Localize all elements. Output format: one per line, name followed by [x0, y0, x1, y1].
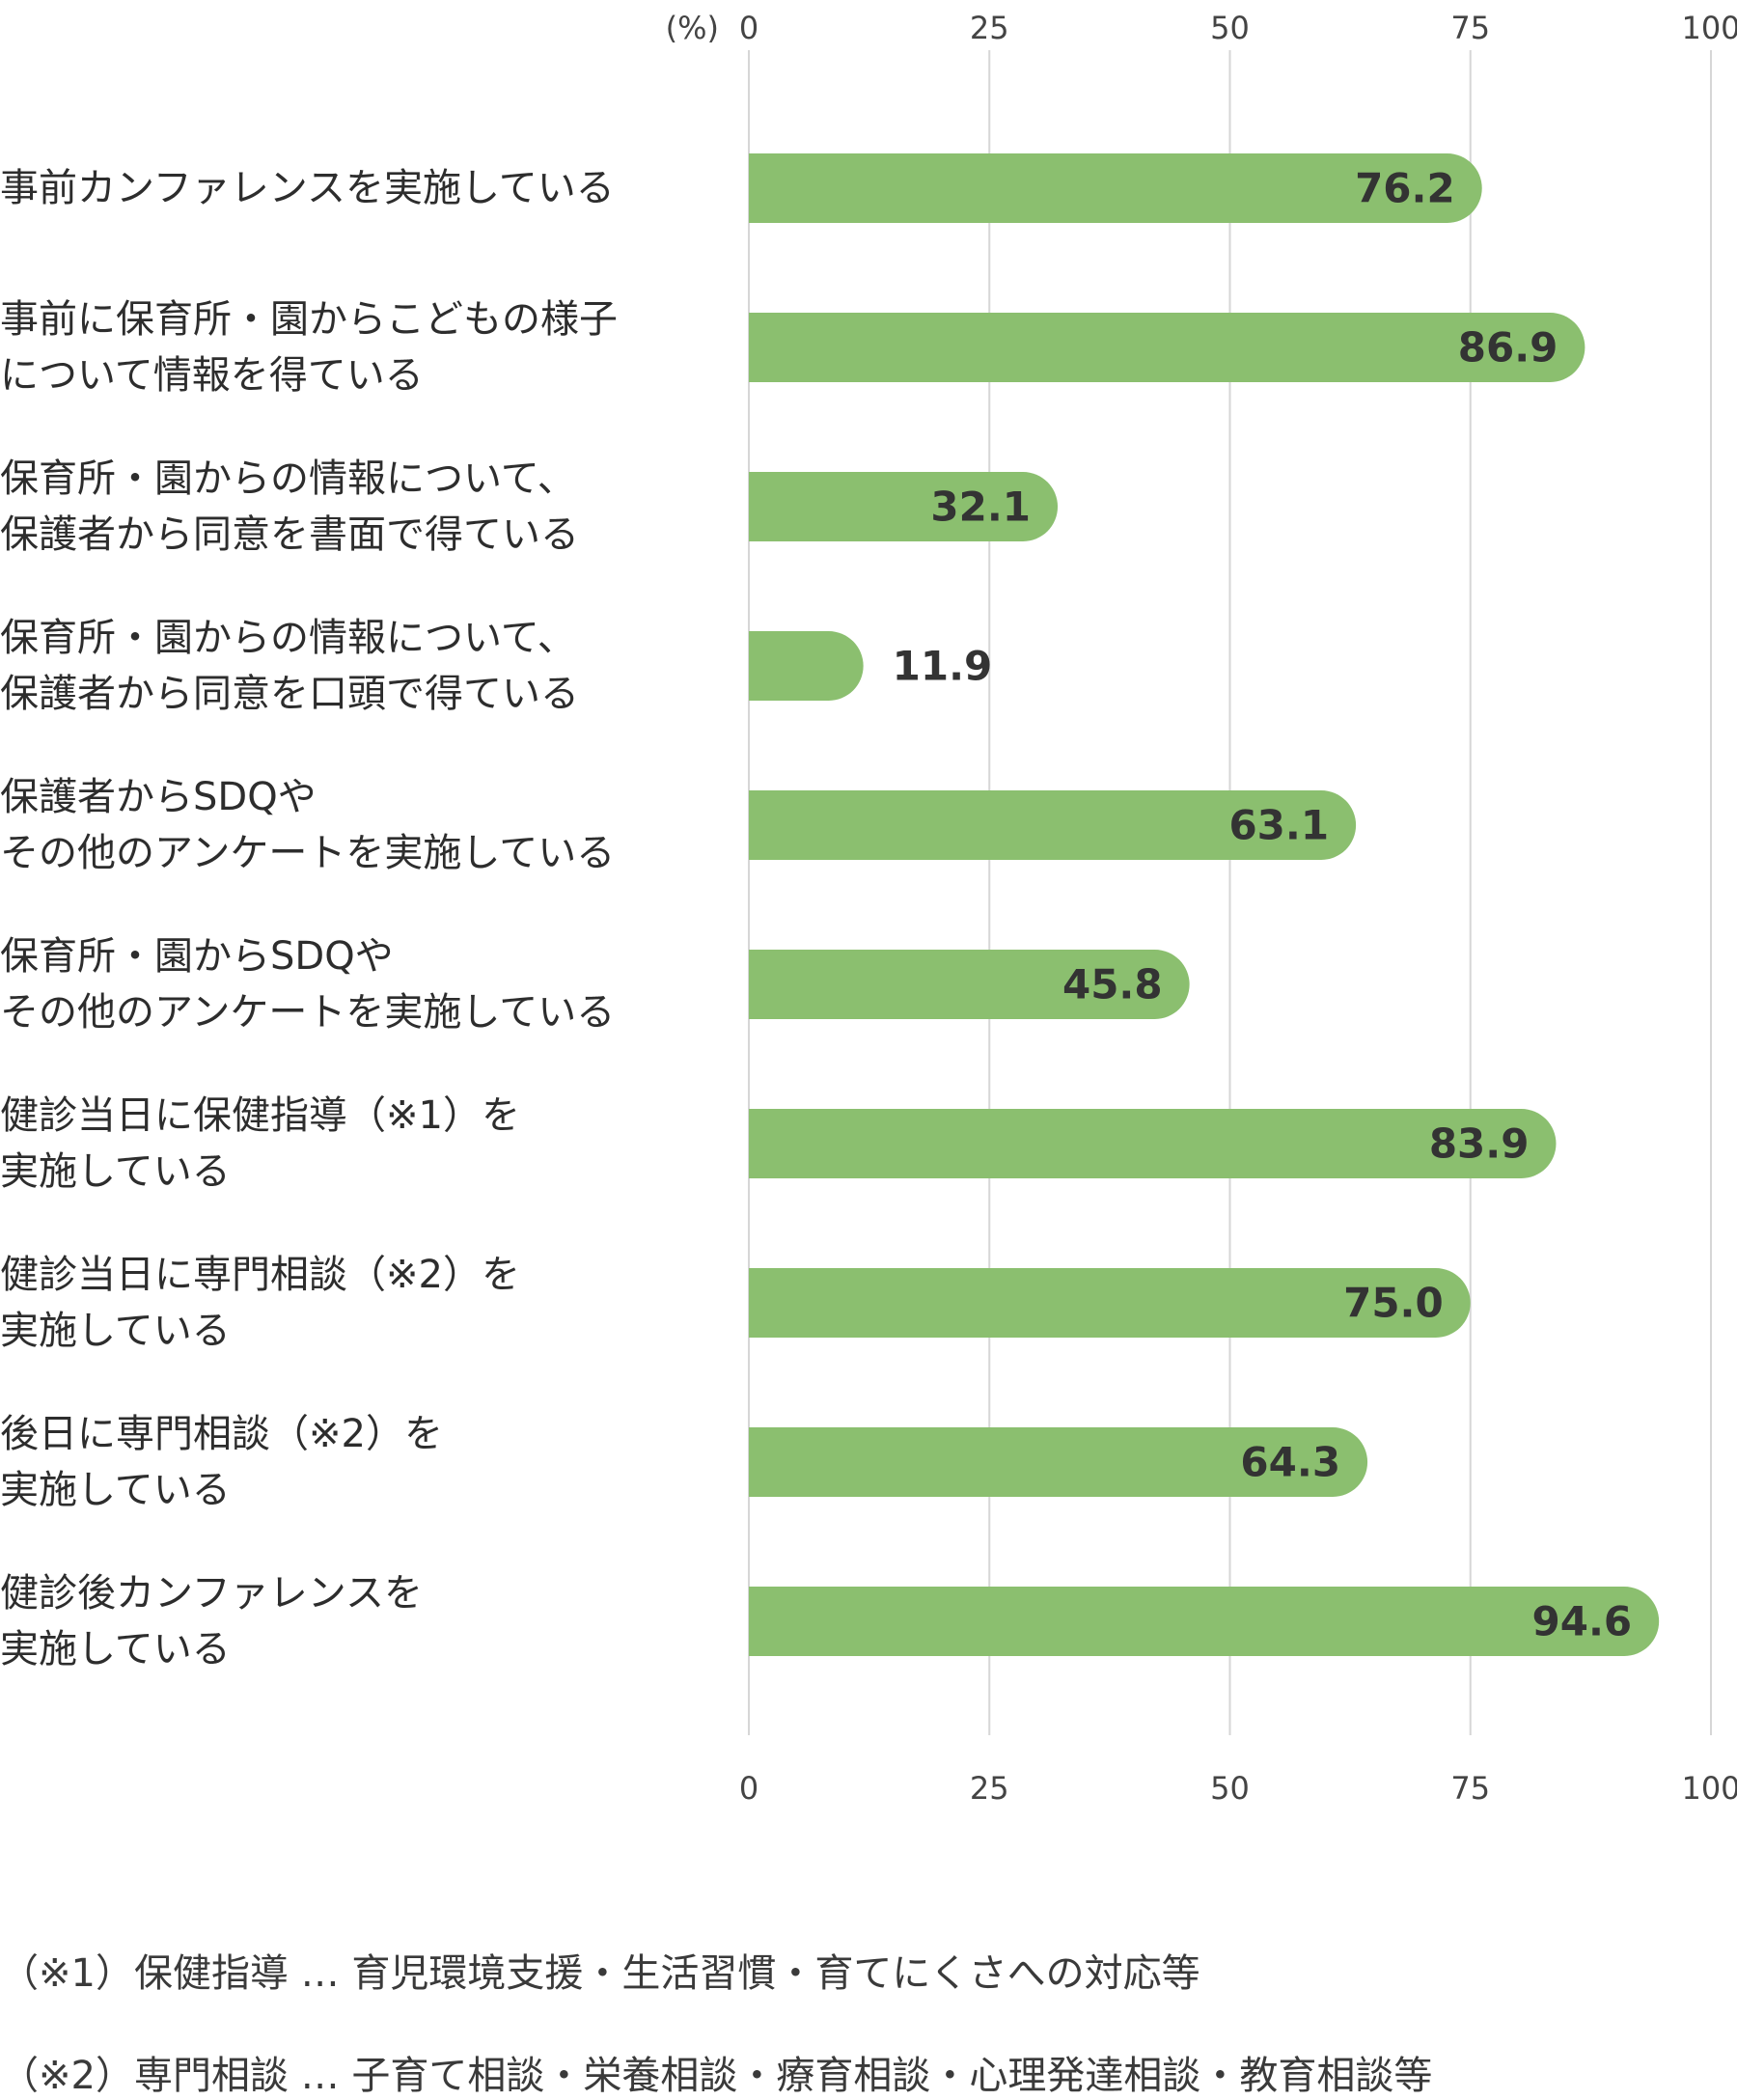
- category-label: 事前カンファレンスを実施している: [0, 166, 615, 210]
- category-label: 保育所・園からSDQや: [0, 934, 394, 979]
- tick-label-top: 50: [1210, 10, 1250, 46]
- category-label: 保育所・園からの情報について、: [0, 456, 576, 501]
- tick-label-top: 75: [1450, 10, 1490, 46]
- category-label: 保護者から同意を書面で得ている: [0, 512, 579, 557]
- bar: [749, 1427, 1368, 1497]
- category-label: 健診後カンファレンスを: [0, 1571, 423, 1616]
- category-label: その他のアンケートを実施している: [0, 990, 615, 1035]
- category-label: 後日に専門相談（※2）を: [0, 1412, 443, 1456]
- bar: [749, 1109, 1557, 1178]
- tick-label-top: 100: [1681, 10, 1737, 46]
- data-label: 63.1: [1228, 802, 1329, 849]
- category-label: 保護者からSDQや: [0, 775, 317, 819]
- footnote-2: （※2）専門相談 … 子育て相談・栄養相談・療育相談・心理発達相談・教育相談等: [0, 2054, 1433, 2098]
- tick-label-bottom: 25: [970, 1770, 1009, 1807]
- bar: [749, 1268, 1471, 1338]
- bar: [749, 950, 1190, 1019]
- bar: [749, 313, 1585, 382]
- data-label: 11.9: [893, 643, 993, 690]
- category-label: について情報を得ている: [0, 353, 424, 398]
- data-label: 64.3: [1240, 1439, 1340, 1486]
- category-label: 実施している: [0, 1627, 231, 1672]
- category-label: 保護者から同意を口頭で得ている: [0, 672, 579, 716]
- category-label: 健診当日に保健指導（※1）を: [0, 1093, 520, 1138]
- data-label: 83.9: [1429, 1120, 1530, 1168]
- tick-label-bottom: 50: [1210, 1770, 1250, 1807]
- bar: [749, 472, 1059, 541]
- data-label: 86.9: [1458, 324, 1558, 372]
- category-label: 実施している: [0, 1309, 231, 1353]
- tick-label-bottom: 0: [739, 1770, 758, 1807]
- data-label: 32.1: [930, 484, 1031, 531]
- category-label: その他のアンケートを実施している: [0, 831, 615, 875]
- data-label: 76.2: [1355, 165, 1455, 212]
- bar: [749, 631, 864, 701]
- tick-label-bottom: 100: [1681, 1770, 1737, 1807]
- tick-label-top: 0: [739, 10, 758, 46]
- category-label: 保育所・園からの情報について、: [0, 616, 576, 660]
- bar-chart: 0 0 25 25 50 50 75 75 100 100 (%) 76.2 事前カンファレンスを実施し…: [0, 10, 1737, 1807]
- bar: [749, 1587, 1660, 1656]
- tick-label-top: 25: [970, 10, 1009, 46]
- category-label: 実施している: [0, 1468, 231, 1512]
- data-label: 75.0: [1343, 1280, 1444, 1327]
- category-label: 事前に保育所・園からこどもの様子: [0, 297, 618, 342]
- axis-unit-label: (%): [666, 10, 719, 46]
- tick-label-bottom: 75: [1450, 1770, 1490, 1807]
- category-label: 実施している: [0, 1149, 231, 1194]
- bar: [749, 790, 1357, 860]
- data-label: 94.6: [1532, 1598, 1633, 1645]
- category-label: 健診当日に専門相談（※2）を: [0, 1253, 520, 1297]
- data-label: 45.8: [1062, 961, 1163, 1009]
- footnote-1: （※1）保健指導 … 育児環境支援・生活習慣・育てにくさへの対応等: [0, 1951, 1200, 1996]
- bar: [749, 153, 1482, 223]
